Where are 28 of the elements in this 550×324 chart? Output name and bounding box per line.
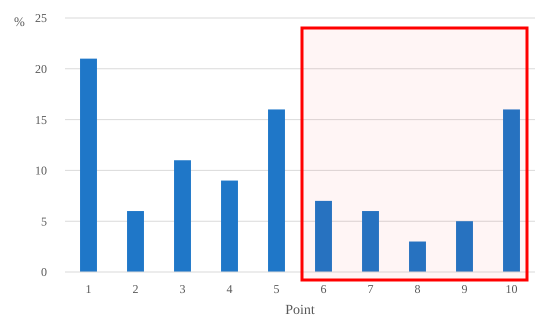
- bar: [456, 221, 473, 272]
- x-tick-label: 3: [180, 282, 186, 296]
- x-tick-label: 10: [506, 282, 518, 296]
- y-tick-label: 15: [35, 112, 47, 127]
- bar: [409, 242, 426, 272]
- y-tick-label: 5: [41, 214, 47, 228]
- y-tick-label: 20: [35, 62, 47, 76]
- y-tick-label: 10: [35, 164, 47, 178]
- y-tick-label: 0: [41, 265, 47, 280]
- bar: [174, 160, 191, 272]
- x-tick-label: 5: [274, 282, 280, 296]
- y-tick-label: 25: [35, 11, 47, 26]
- x-tick-label: 2: [132, 282, 138, 296]
- bar: [127, 211, 144, 272]
- bar: [268, 109, 285, 272]
- x-axis-title: Point: [285, 303, 315, 318]
- x-tick-label: 1: [86, 282, 92, 296]
- bar: [80, 58, 97, 272]
- x-tick-label: 6: [320, 282, 326, 296]
- y-axis-title: %: [14, 14, 25, 29]
- x-tick-label: 8: [414, 282, 420, 296]
- x-tick-label: 7: [368, 282, 374, 296]
- x-tick-label: 4: [226, 282, 232, 296]
- x-tick-label: 9: [462, 282, 468, 296]
- bar: [221, 180, 238, 272]
- bar: [362, 211, 379, 272]
- bar: [315, 200, 332, 272]
- bar: [503, 109, 520, 272]
